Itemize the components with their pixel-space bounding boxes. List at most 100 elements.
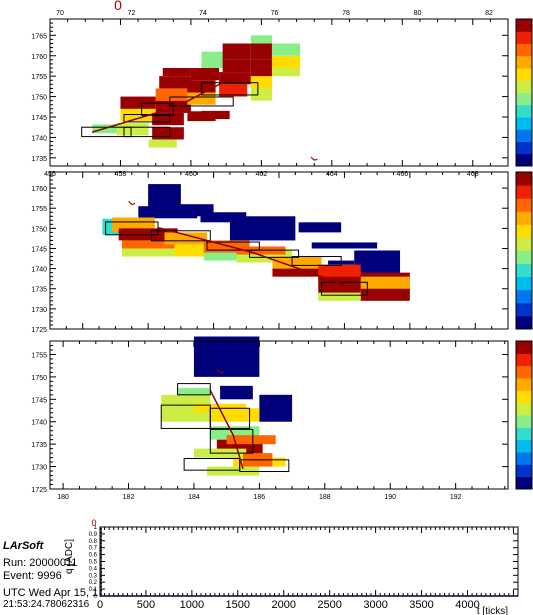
palette-swatch xyxy=(516,250,532,265)
wave-frame xyxy=(99,526,519,597)
cluster-box xyxy=(150,230,211,242)
y-tick-label: 1755 xyxy=(31,74,47,81)
palette-swatch xyxy=(516,117,532,130)
cluster-box xyxy=(177,383,211,396)
hit-cell xyxy=(207,466,260,476)
wave-x-tick-label: 4000 xyxy=(455,599,479,611)
hit-cell xyxy=(159,76,191,89)
hit-cell xyxy=(190,68,220,81)
wave-y-tick-label: 0.7 xyxy=(89,546,98,552)
y-tick-label: 1765 xyxy=(31,33,47,40)
x-tick-label: 468 xyxy=(467,171,479,178)
palette-swatch xyxy=(516,153,532,167)
x-tick-label: 460 xyxy=(185,171,197,178)
x-tick-label: 182 xyxy=(123,494,135,501)
utc-time: 21:53:24.78062316 xyxy=(3,599,90,610)
x-tick-label: 462 xyxy=(256,171,268,178)
hit-cell xyxy=(121,240,185,249)
palette-swatch xyxy=(516,415,532,428)
hit-cell xyxy=(121,248,175,257)
hit-cell xyxy=(187,92,216,105)
y-tick-label: 1760 xyxy=(31,186,47,193)
y-tick-label: 1760 xyxy=(31,54,47,61)
x-tick-label: 180 xyxy=(57,494,69,501)
palette-swatch xyxy=(516,185,532,199)
middle-view-panel: 1725 1730 1735 1740 1745 1750 1755 1760 xyxy=(31,171,509,334)
hit-cell xyxy=(219,84,248,97)
y-tick-label: 1750 xyxy=(31,375,47,382)
cluster-box xyxy=(200,82,259,96)
hit-cell xyxy=(162,68,191,77)
palette-swatch xyxy=(516,211,532,225)
x-tick-label: 458 xyxy=(115,171,127,178)
plot-frame xyxy=(49,340,509,490)
hit-cell xyxy=(226,435,276,445)
hit-cell xyxy=(318,292,361,301)
y-tick-label: 1750 xyxy=(31,226,47,233)
palette-swatch xyxy=(516,452,532,465)
vertex-marker xyxy=(310,156,318,161)
palette-frame xyxy=(515,18,533,167)
hit-cell xyxy=(148,139,177,148)
hit-cell xyxy=(177,388,211,398)
palette-swatch xyxy=(516,302,532,317)
y-tick-label: 1745 xyxy=(31,246,47,253)
cluster-box xyxy=(209,428,254,454)
hit-cell xyxy=(201,110,230,120)
palette-swatch xyxy=(516,378,532,391)
wave-y-tick-label: 1 xyxy=(94,525,98,531)
y-tick-label: 1745 xyxy=(31,115,47,122)
top-axis-tick-label: 78 xyxy=(342,10,350,17)
waveform-panel: 0 500 1000 1500 2000 2500 3000 3500 400000.10.20… xyxy=(64,518,519,615)
wave-y-tick-label: 0.6 xyxy=(89,553,98,559)
palette-swatch xyxy=(516,263,532,278)
cluster-box xyxy=(249,249,300,258)
palette-swatch xyxy=(516,427,532,441)
palette-frame xyxy=(515,171,533,330)
palette-swatch xyxy=(516,68,532,81)
hit-cell xyxy=(155,88,191,101)
wave-y-tick-label: 0.3 xyxy=(89,573,98,579)
wave-y-tick-label: 0.1 xyxy=(89,587,98,593)
hit-cell xyxy=(271,55,301,68)
y-tick-label: 1755 xyxy=(31,206,47,213)
hit-cell xyxy=(259,394,293,422)
palette-swatch xyxy=(516,55,532,69)
hit-cell xyxy=(219,72,251,85)
cluster-box xyxy=(105,221,159,236)
y-tick-label: 1735 xyxy=(31,156,47,163)
palette-swatch xyxy=(516,315,532,330)
y-tick-label: 1735 xyxy=(31,287,47,294)
track-fit-line xyxy=(157,226,345,286)
palette-frame xyxy=(515,340,533,490)
palette-swatch xyxy=(516,402,532,416)
vertex-marker xyxy=(128,200,136,205)
y-tick-label: 1735 xyxy=(31,442,47,449)
palette-swatch xyxy=(516,172,532,186)
palette-swatch xyxy=(516,390,532,404)
palette-swatch xyxy=(516,43,532,57)
x-tick-label: 184 xyxy=(188,494,200,501)
top-view-panel: 1735174017451750175517601765456458460462… xyxy=(31,0,509,178)
palette-swatch xyxy=(516,141,532,155)
wave-x-tick-label: 2000 xyxy=(271,599,295,611)
top-axis-tick-label: 76 xyxy=(271,10,279,17)
x-tick-label: 186 xyxy=(254,494,266,501)
hit-cell xyxy=(200,212,247,223)
wave-x-tick-label: 500 xyxy=(137,599,155,611)
palette-swatch xyxy=(516,19,532,32)
y-tick-label: 1740 xyxy=(31,135,47,142)
wave-x-tick-label: 0 xyxy=(97,599,103,611)
wave-y-tick-label: 0 xyxy=(94,594,98,600)
run-number: Run: 20000011 xyxy=(3,557,78,569)
wave-x-tick-label: 3500 xyxy=(409,599,433,611)
palette-swatch xyxy=(516,104,532,118)
y-tick-label: 1730 xyxy=(31,465,47,472)
hit-cell xyxy=(116,123,149,136)
hit-cell xyxy=(360,276,410,289)
palette-swatch xyxy=(516,92,532,106)
wave-y-tick-label: 0.4 xyxy=(89,566,98,572)
hit-cell xyxy=(271,43,301,56)
x-tick-label: 188 xyxy=(319,494,331,501)
y-tick-label: 1730 xyxy=(31,307,47,314)
